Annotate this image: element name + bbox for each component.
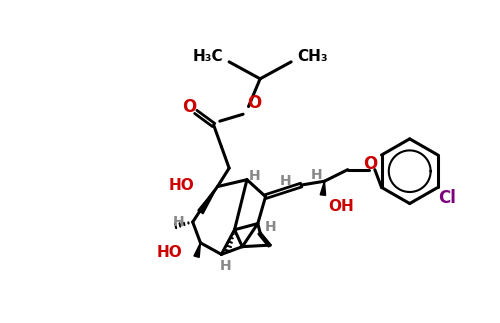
Text: H: H (220, 259, 231, 273)
Text: O: O (363, 155, 378, 173)
Text: H: H (173, 215, 184, 229)
Text: HO: HO (157, 245, 182, 260)
Text: H: H (264, 220, 276, 234)
Text: H₃C: H₃C (192, 49, 223, 64)
Polygon shape (198, 187, 218, 214)
Text: H: H (311, 168, 322, 182)
Text: CH₃: CH₃ (298, 49, 328, 64)
Text: O: O (182, 98, 196, 116)
Text: H: H (280, 174, 291, 188)
Text: Cl: Cl (438, 189, 456, 207)
Text: H: H (249, 169, 260, 183)
Text: OH: OH (328, 199, 354, 214)
Polygon shape (194, 243, 200, 257)
Polygon shape (320, 181, 326, 195)
Text: O: O (248, 94, 262, 112)
Text: HO: HO (168, 178, 194, 193)
